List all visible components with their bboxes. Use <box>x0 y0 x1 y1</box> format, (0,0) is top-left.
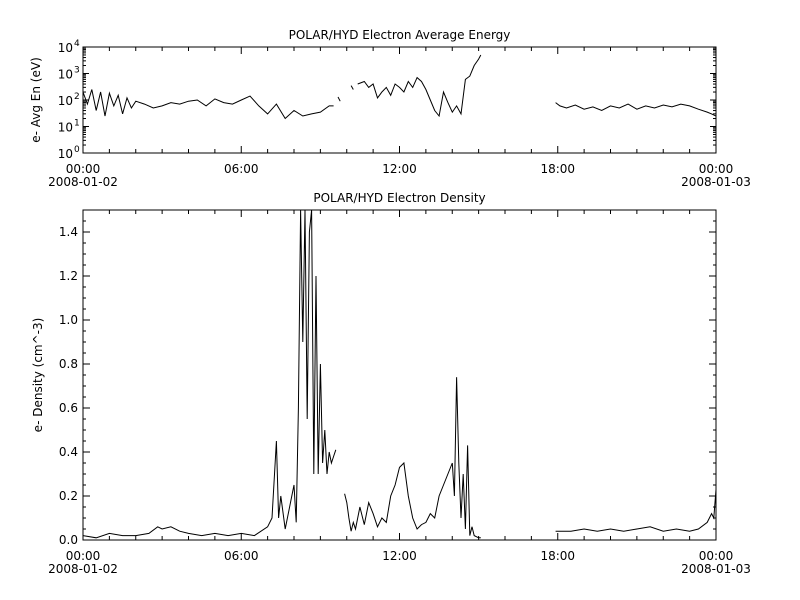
x-tick-label: 00:00 <box>699 549 734 563</box>
x-tick-date-label: 2008-01-03 <box>681 175 751 189</box>
plot-frame <box>82 46 717 154</box>
x-tick-label: 18:00 <box>540 549 575 563</box>
y-tick-exponent: 1 <box>74 119 80 129</box>
x-tick-label: 06:00 <box>224 549 259 563</box>
x-tick-date-label: 2008-01-03 <box>681 562 751 576</box>
series-line-segment <box>350 85 354 90</box>
y-tick-label: 10 <box>58 147 73 161</box>
y-tick-label: 10 <box>58 121 73 135</box>
chart-title: POLAR/HYD Electron Density <box>313 191 485 205</box>
series-line-segment <box>83 210 337 539</box>
y-tick-label: 10 <box>58 94 73 108</box>
series-line-segment <box>555 489 716 532</box>
x-tick-label: 06:00 <box>224 162 259 176</box>
y-tick-label: 0.2 <box>59 489 78 503</box>
y-tick-exponent: 4 <box>74 39 80 49</box>
y-tick-label: 10 <box>58 68 73 82</box>
y-tick-label: 1.0 <box>59 313 78 327</box>
x-tick-label: 00:00 <box>699 162 734 176</box>
x-tick-label: 12:00 <box>382 549 417 563</box>
x-tick-label: 00:00 <box>66 549 101 563</box>
y-axis-label: e- Density (cm^-3) <box>31 318 45 433</box>
series-line-segment <box>357 54 482 118</box>
plot-frame <box>82 209 717 541</box>
y-tick-label: 1.2 <box>59 269 78 283</box>
y-tick-label: 10 <box>58 41 73 55</box>
y-tick-label: 1.4 <box>59 225 78 239</box>
y-tick-label: 0.8 <box>59 357 78 371</box>
y-tick-label: 0.4 <box>59 445 78 459</box>
y-tick-label: 0.6 <box>59 401 78 415</box>
series-group <box>83 54 716 120</box>
y-axis-label: e- Avg En (eV) <box>29 57 43 143</box>
x-tick-date-label: 2008-01-02 <box>48 175 118 189</box>
series-line-segment <box>555 102 716 117</box>
x-tick-date-label: 2008-01-02 <box>48 562 118 576</box>
series-group <box>83 210 716 539</box>
series-line-segment <box>344 377 481 539</box>
y-tick-exponent: 0 <box>74 145 80 155</box>
x-tick-label: 18:00 <box>540 162 575 176</box>
chart-title: POLAR/HYD Electron Average Energy <box>289 28 511 42</box>
series-line-segment <box>337 96 341 102</box>
x-tick-label: 12:00 <box>382 162 417 176</box>
series-line-segment <box>83 89 334 120</box>
panel-1: POLAR/HYD Electron Average Energy e- Avg … <box>29 28 751 189</box>
y-tick-label: 0.0 <box>59 533 78 547</box>
y-tick-exponent: 3 <box>74 66 80 76</box>
panel-2: POLAR/HYD Electron Density e- Density (cm… <box>31 191 751 576</box>
y-tick-exponent: 2 <box>74 92 80 102</box>
x-tick-label: 00:00 <box>66 162 101 176</box>
